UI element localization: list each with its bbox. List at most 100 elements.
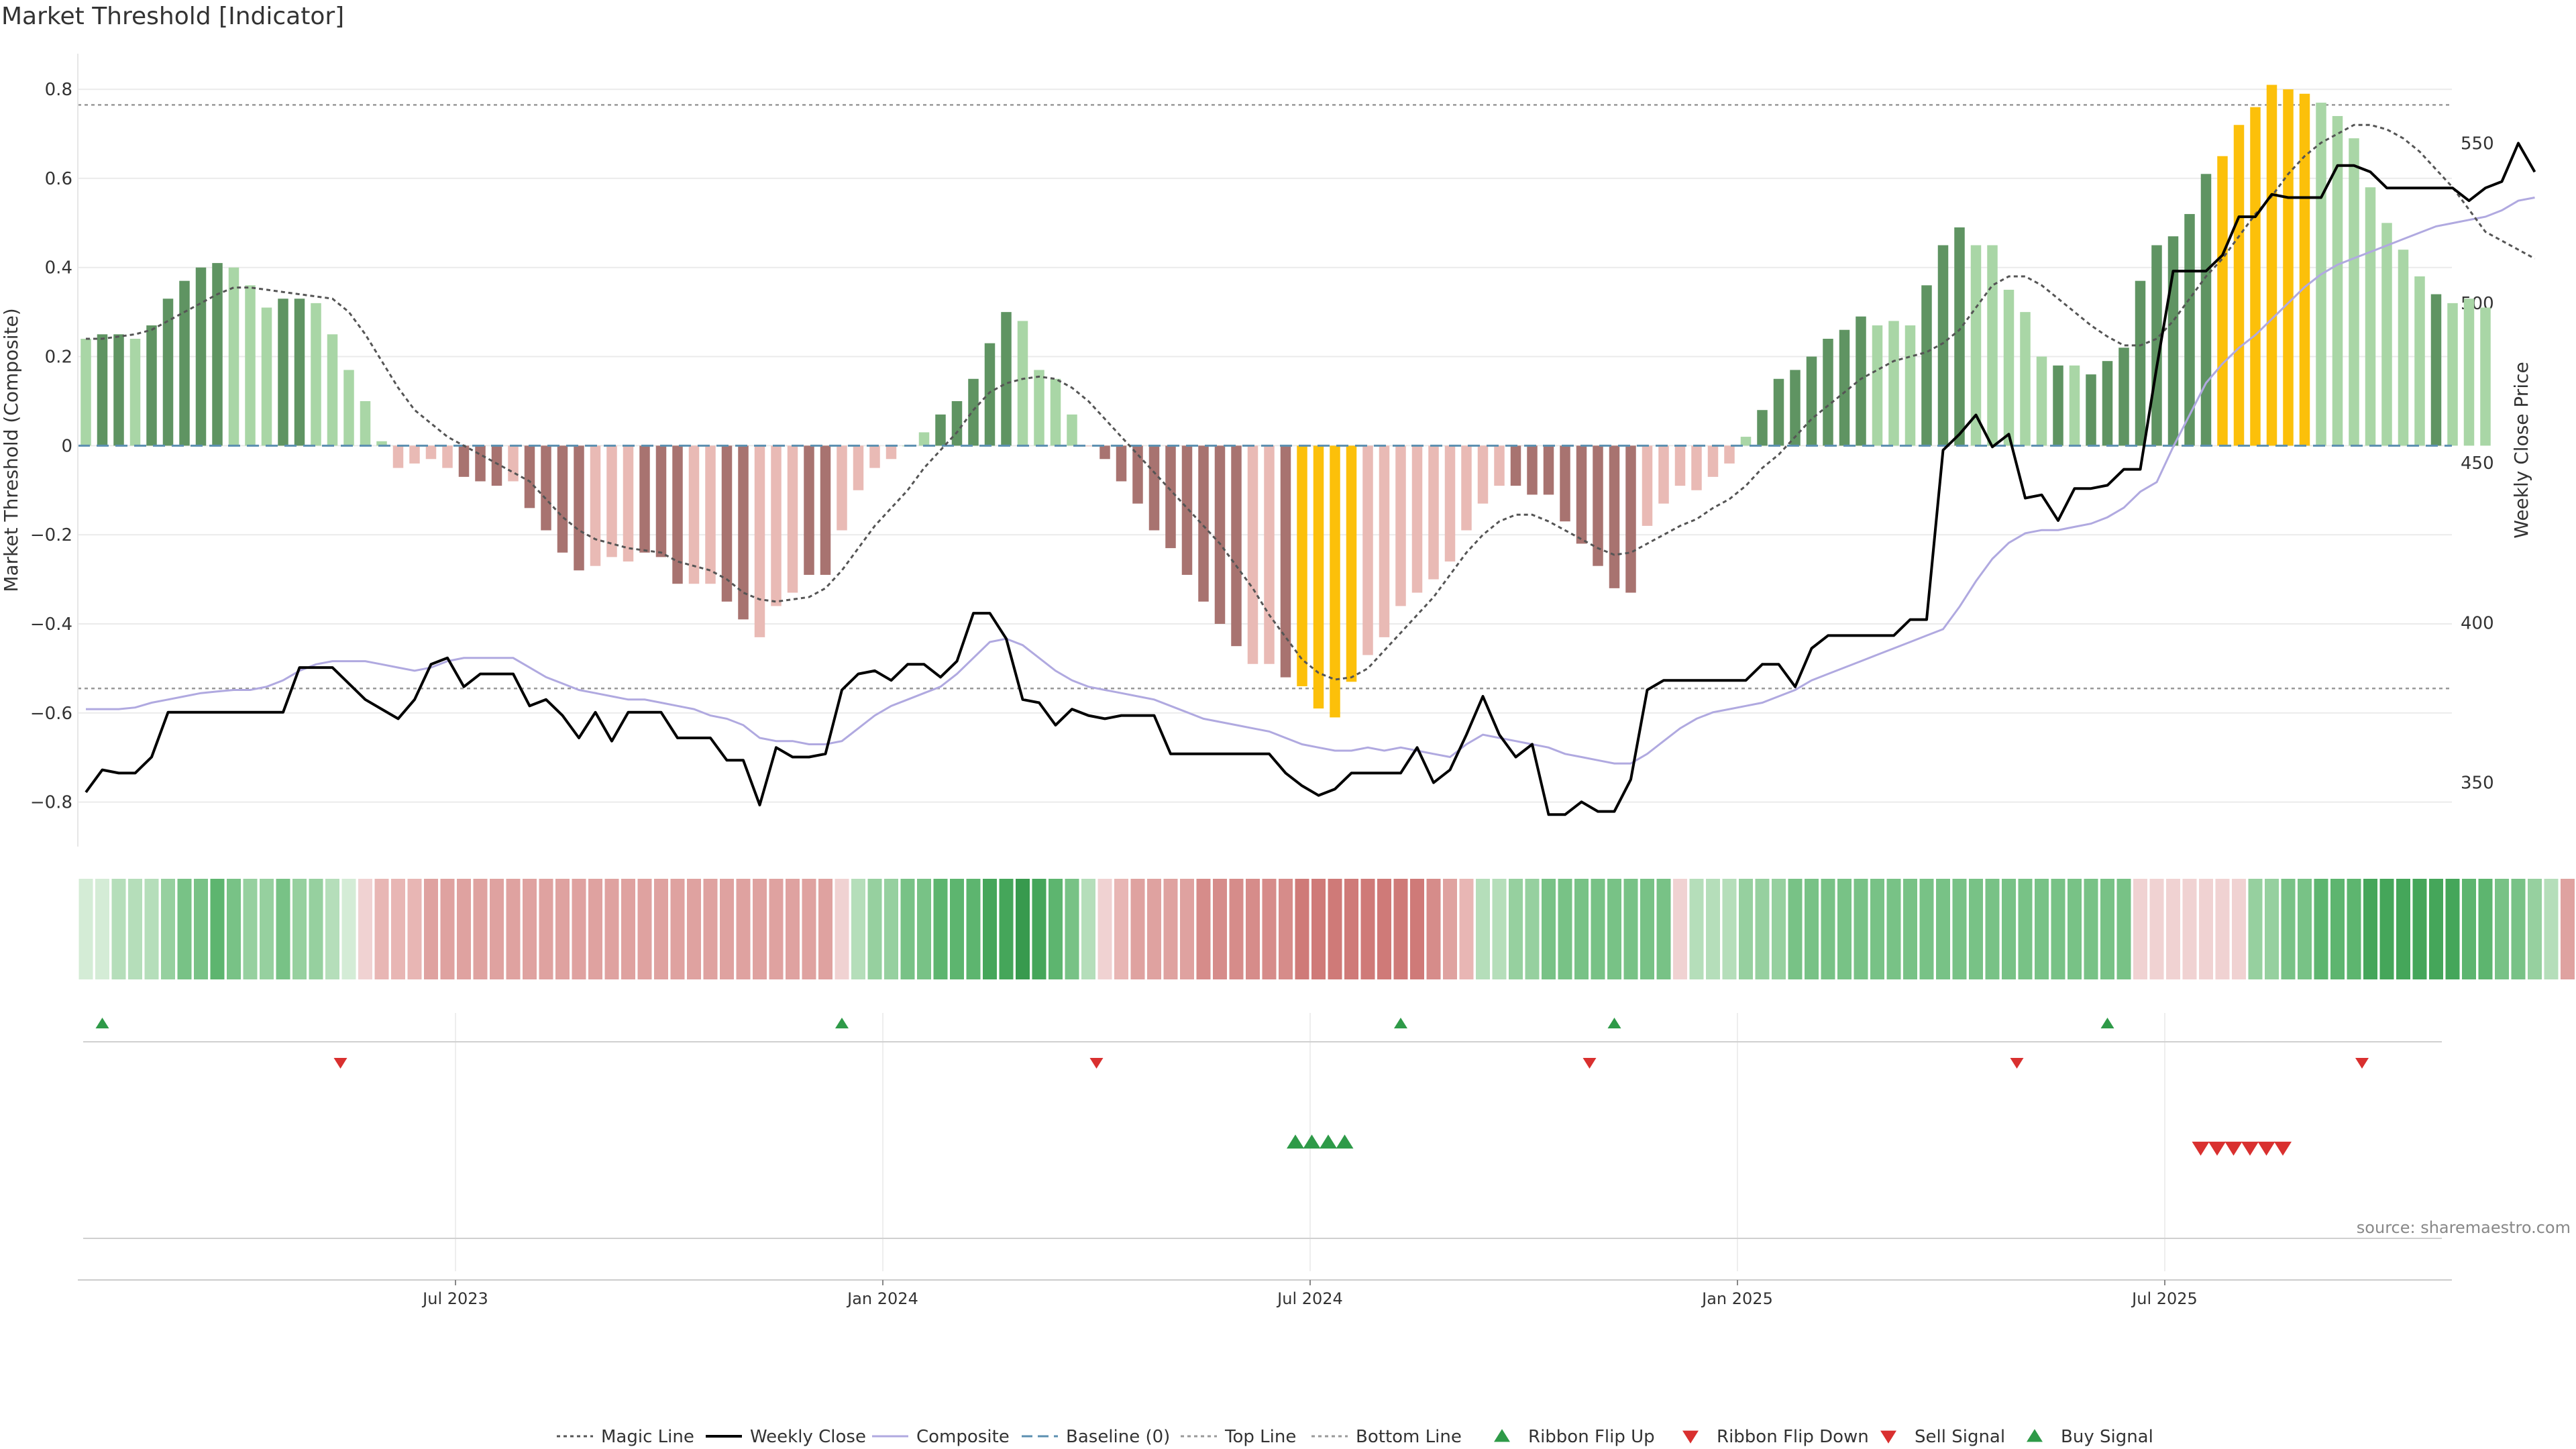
ribbon-cell bbox=[2528, 879, 2542, 979]
ribbon-cell bbox=[111, 879, 126, 979]
composite-bar bbox=[458, 445, 470, 477]
legend-label: Composite bbox=[916, 1427, 1010, 1447]
ribbon-flip-up-marker bbox=[835, 1018, 849, 1028]
ribbon-cell bbox=[2511, 879, 2526, 979]
legend-swatch bbox=[2027, 1429, 2043, 1442]
ribbon-cell bbox=[1936, 879, 1950, 979]
ribbon-cell bbox=[523, 879, 537, 979]
composite-bar bbox=[2020, 312, 2031, 446]
composite-bar bbox=[1395, 445, 1406, 606]
composite-bar bbox=[343, 370, 354, 446]
composite-bar bbox=[853, 445, 864, 490]
ribbon-cell bbox=[687, 879, 701, 979]
composite-bar bbox=[1560, 445, 1570, 522]
composite-bar bbox=[1970, 245, 1982, 446]
ribbon-cell bbox=[1689, 879, 1704, 979]
ribbon-cell bbox=[1196, 879, 1211, 979]
ribbon-cell bbox=[1492, 879, 1507, 979]
ribbon-cell bbox=[1049, 879, 1063, 979]
composite-bar bbox=[195, 267, 207, 446]
legend-label: Baseline (0) bbox=[1066, 1427, 1170, 1447]
ribbon-cell bbox=[2248, 879, 2263, 979]
buy-signal-marker bbox=[1303, 1134, 1321, 1149]
composite-bar bbox=[245, 285, 256, 446]
composite-bar bbox=[918, 432, 930, 446]
ribbon-cell bbox=[2314, 879, 2328, 979]
y-tick-label: 0 bbox=[61, 436, 72, 456]
ribbon-cell bbox=[407, 879, 422, 979]
composite-bar bbox=[771, 445, 782, 606]
y-tick-label: 0.8 bbox=[45, 80, 72, 100]
composite-bar bbox=[1181, 445, 1193, 575]
composite-bar bbox=[524, 445, 535, 508]
composite-bar bbox=[1116, 445, 1127, 482]
legend-label: Ribbon Flip Up bbox=[1528, 1427, 1655, 1447]
y-tick-label: 0.4 bbox=[45, 258, 72, 278]
ribbon-cell bbox=[604, 879, 619, 979]
composite-bar bbox=[1264, 445, 1275, 664]
ribbon-cell bbox=[1114, 879, 1128, 979]
ribbon-cell bbox=[309, 879, 323, 979]
composite-bar bbox=[951, 400, 963, 446]
ribbon-cell bbox=[2330, 879, 2345, 979]
ribbon-cell bbox=[374, 879, 389, 979]
composite-bar bbox=[1034, 370, 1044, 446]
composite-bar bbox=[311, 303, 321, 446]
ribbon-cell bbox=[802, 879, 816, 979]
composite-bar bbox=[672, 445, 683, 584]
ribbon-cell bbox=[1640, 879, 1654, 979]
x-tick-label: Jul 2024 bbox=[1276, 1289, 1343, 1308]
ribbon-cell bbox=[440, 879, 455, 979]
ribbon-cell bbox=[933, 879, 948, 979]
composite-bar bbox=[1379, 445, 1390, 637]
composite-bar bbox=[1987, 245, 1998, 446]
ribbon-cell bbox=[2544, 879, 2559, 979]
composite-bar bbox=[2233, 125, 2245, 446]
sell-signal-marker bbox=[2208, 1141, 2226, 1156]
composite-bar bbox=[1461, 445, 1472, 531]
composite-bar bbox=[1674, 445, 1686, 486]
legend-label: Magic Line bbox=[601, 1427, 694, 1447]
ribbon-cell bbox=[1656, 879, 1671, 979]
composite-bar bbox=[179, 280, 190, 446]
composite-bar bbox=[1510, 445, 1521, 486]
legend-item: Magic Line bbox=[557, 1427, 694, 1447]
y-tick-label: −0.4 bbox=[30, 614, 72, 635]
composite-bar bbox=[721, 445, 733, 602]
legend-item: Composite bbox=[872, 1427, 1010, 1447]
composite-bar bbox=[1773, 378, 1784, 446]
ribbon-cell bbox=[506, 879, 521, 979]
legend-swatch bbox=[1494, 1429, 1510, 1442]
ribbon-cell bbox=[490, 879, 504, 979]
composite-bar bbox=[2086, 374, 2096, 446]
x-tick-label: Jul 2023 bbox=[421, 1289, 488, 1308]
ribbon-cell bbox=[999, 879, 1014, 979]
ribbon-cell bbox=[177, 879, 192, 979]
ribbon-cell bbox=[1246, 879, 1260, 979]
ribbon-cell bbox=[2035, 879, 2049, 979]
ribbon-cell bbox=[2265, 879, 2279, 979]
ribbon-cell bbox=[1574, 879, 1589, 979]
ribbon-cell bbox=[1410, 879, 1424, 979]
legend-label: Top Line bbox=[1224, 1427, 1296, 1447]
legend-item: Weekly Close bbox=[706, 1427, 866, 1447]
legend-label: Weekly Close bbox=[750, 1427, 866, 1447]
ribbon-cell bbox=[1706, 879, 1720, 979]
ribbon-cell bbox=[983, 879, 997, 979]
ribbon-cell bbox=[1262, 879, 1277, 979]
composite-bar bbox=[2167, 236, 2179, 446]
y-tick-label: −0.6 bbox=[30, 704, 72, 724]
ribbon-cell bbox=[736, 879, 751, 979]
ribbon-flip-down-marker bbox=[1089, 1058, 1104, 1069]
composite-bar bbox=[787, 445, 798, 593]
y2-tick-label: 450 bbox=[2461, 453, 2494, 474]
ribbon-cell bbox=[769, 879, 784, 979]
legend-label: Ribbon Flip Down bbox=[1717, 1427, 1869, 1447]
composite-bar bbox=[804, 445, 814, 575]
ribbon-cell bbox=[144, 879, 159, 979]
ribbon-cell bbox=[1065, 879, 1079, 979]
y-tick-label: −0.2 bbox=[30, 525, 72, 545]
composite-bar bbox=[885, 445, 897, 460]
ribbon-cell bbox=[194, 879, 208, 979]
ribbon-cell bbox=[1163, 879, 1178, 979]
